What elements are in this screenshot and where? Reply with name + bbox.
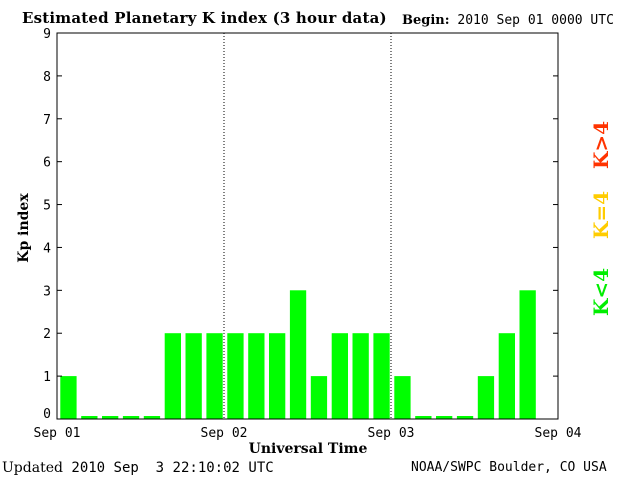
y-tick-label-4: 4 [43,241,51,256]
begin-time: Begin: 2010 Sep 01 0000 UTC [402,13,614,28]
kp-bar-9 [248,333,265,419]
kp-bar-20 [477,376,495,419]
begin-value: 2010 Sep 01 0000 UTC [457,13,614,28]
kp-bar-4 [143,416,161,419]
day-separators [223,33,392,419]
y-tick-label-5: 5 [43,199,51,214]
kp-bar-16 [394,376,411,419]
y-tick-label-1: 1 [43,370,51,385]
kp-bar-3 [122,416,140,419]
legend-equal: K=4 [589,191,613,239]
updated-label: Updated [2,460,63,476]
kp-bar-8 [227,333,244,419]
kp-bar-6 [185,333,202,419]
kp-bar-0 [60,376,77,419]
kp-bar-10 [269,333,286,419]
y-tick-label-6: 6 [43,156,51,171]
y-axis-label: Kp index [16,193,32,263]
kp-bar-19 [456,416,474,419]
kp-bar-2 [102,416,119,419]
legend-low: K<4 [589,268,613,316]
x-tick-label-0: Sep 01 [34,426,81,441]
kp-bar-21 [498,333,515,419]
kp-bar-11 [289,290,307,419]
y-tick-label-9: 9 [43,27,51,42]
x-tick-label-1: Sep 02 [201,426,248,441]
kp-bar-15 [373,333,390,419]
kp-bar-13 [331,333,348,419]
kp-bar-18 [436,416,453,419]
kp-bar-14 [352,333,369,419]
updated-value: 2010 Sep 3 22:10:02 UTC [71,460,274,476]
y-tick-label-7: 7 [43,113,51,128]
y-tick-label-3: 3 [43,284,51,299]
x-ticks: Sep 01 Sep 02 Sep 03 Sep 04 [34,426,582,441]
y-ticks: 0 1 2 3 4 5 6 7 8 9 [43,27,558,422]
kp-bar-1 [81,416,98,419]
updated-time: Updated 2010 Sep 3 22:10:02 UTC [2,460,274,476]
kp-bar-17 [415,416,432,419]
y-tick-label-8: 8 [43,70,51,85]
source-credit: NOAA/SWPC Boulder, CO USA [411,460,607,475]
begin-label: Begin: [402,13,450,28]
kp-bar-7 [206,333,223,419]
plot-frame [56,32,559,420]
x-axis-label: Universal Time [249,441,368,457]
kp-bar-22 [519,290,536,419]
y-tick-label-2: 2 [43,327,51,342]
chart-title: Estimated Planetary K index (3 hour data… [22,9,387,27]
kp-bar-5 [164,333,181,419]
bar-series [60,290,536,419]
x-tick-label-3: Sep 04 [535,426,582,441]
x-tick-label-2: Sep 03 [368,426,415,441]
y-tick-label-0: 0 [43,407,51,422]
legend-high: K>4 [589,121,613,169]
kp-bar-12 [310,376,328,419]
